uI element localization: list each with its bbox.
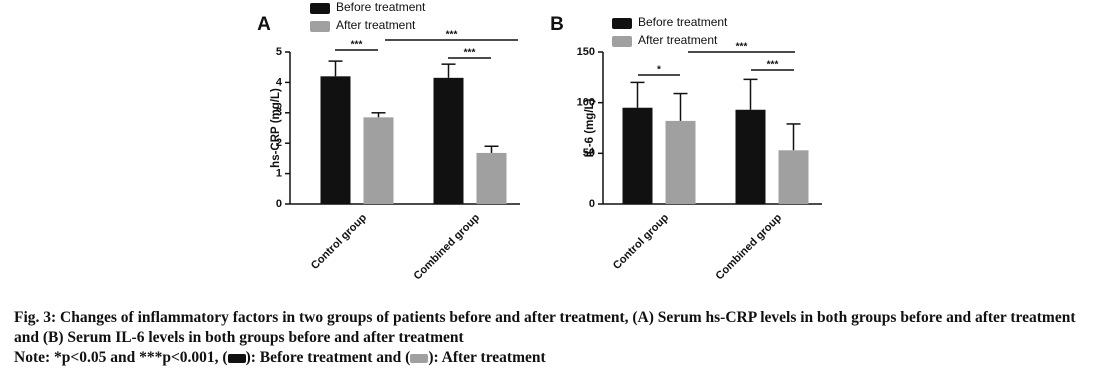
- bar: [363, 117, 394, 204]
- y-tick-label: 1: [276, 168, 282, 180]
- legend-swatch: [310, 3, 330, 14]
- bar: [622, 107, 653, 204]
- y-tick-label: 5: [276, 46, 282, 58]
- significance-label: ***: [446, 30, 458, 41]
- y-tick-label: 50: [583, 147, 595, 159]
- y-tick-label: 0: [589, 198, 595, 210]
- legend-label: Before treatment: [638, 15, 728, 29]
- bar: [476, 152, 507, 204]
- y-tick-label: 150: [577, 46, 595, 58]
- y-axis-label: hs-CRP (mg/L): [270, 88, 282, 168]
- note-text: Note: *p<0.05 and ***p<0.001, (: [14, 349, 228, 366]
- legend-swatch: [310, 21, 330, 32]
- caption-title: Fig. 3: Changes of inflammatory factors …: [14, 309, 1076, 346]
- y-tick-label: 100: [577, 97, 595, 109]
- x-tick-label: Combined group: [411, 212, 482, 283]
- significance-label: ***: [351, 40, 363, 51]
- panel-label: A: [257, 14, 271, 35]
- legend-swatch: [227, 353, 246, 363]
- note-text: ): After treatment: [428, 349, 546, 366]
- legend-label: After treatment: [336, 18, 416, 32]
- bar: [320, 76, 351, 204]
- significance-label: *: [657, 65, 661, 76]
- legend-label: After treatment: [638, 33, 718, 47]
- caption-note: Note: *p<0.05 and ***p<0.001, ( ): Before…: [14, 348, 1089, 368]
- x-tick-label: Control group: [309, 212, 370, 273]
- significance-label: ***: [464, 48, 476, 59]
- legend-swatch: [612, 36, 632, 47]
- y-tick-label: 0: [276, 198, 282, 210]
- bar: [778, 150, 809, 204]
- bar: [433, 77, 464, 204]
- caption: Fig. 3: Changes of inflammatory factors …: [14, 308, 1089, 368]
- x-tick-label: Control group: [611, 212, 672, 273]
- legend-swatch: [612, 18, 632, 29]
- bar: [665, 120, 696, 204]
- figure: Ahs-CRP (mg/L) 0 1 2 3 4 5 Before treatment Afte…: [257, 0, 822, 283]
- significance-label: ***: [736, 42, 748, 53]
- y-tick-label: 3: [276, 107, 282, 119]
- y-axis-label: IL-6 (mg/L): [584, 98, 596, 157]
- bar: [735, 109, 766, 204]
- y-tick-label: 4: [276, 76, 283, 88]
- significance-label: ***: [767, 60, 779, 71]
- legend-label: Before treatment: [336, 0, 426, 14]
- y-tick-label: 2: [276, 137, 282, 149]
- x-tick-label: Combined group: [713, 212, 784, 283]
- note-text: ): Before treatment and (: [245, 349, 411, 366]
- panel-label: B: [550, 14, 564, 35]
- legend-swatch: [410, 353, 429, 363]
